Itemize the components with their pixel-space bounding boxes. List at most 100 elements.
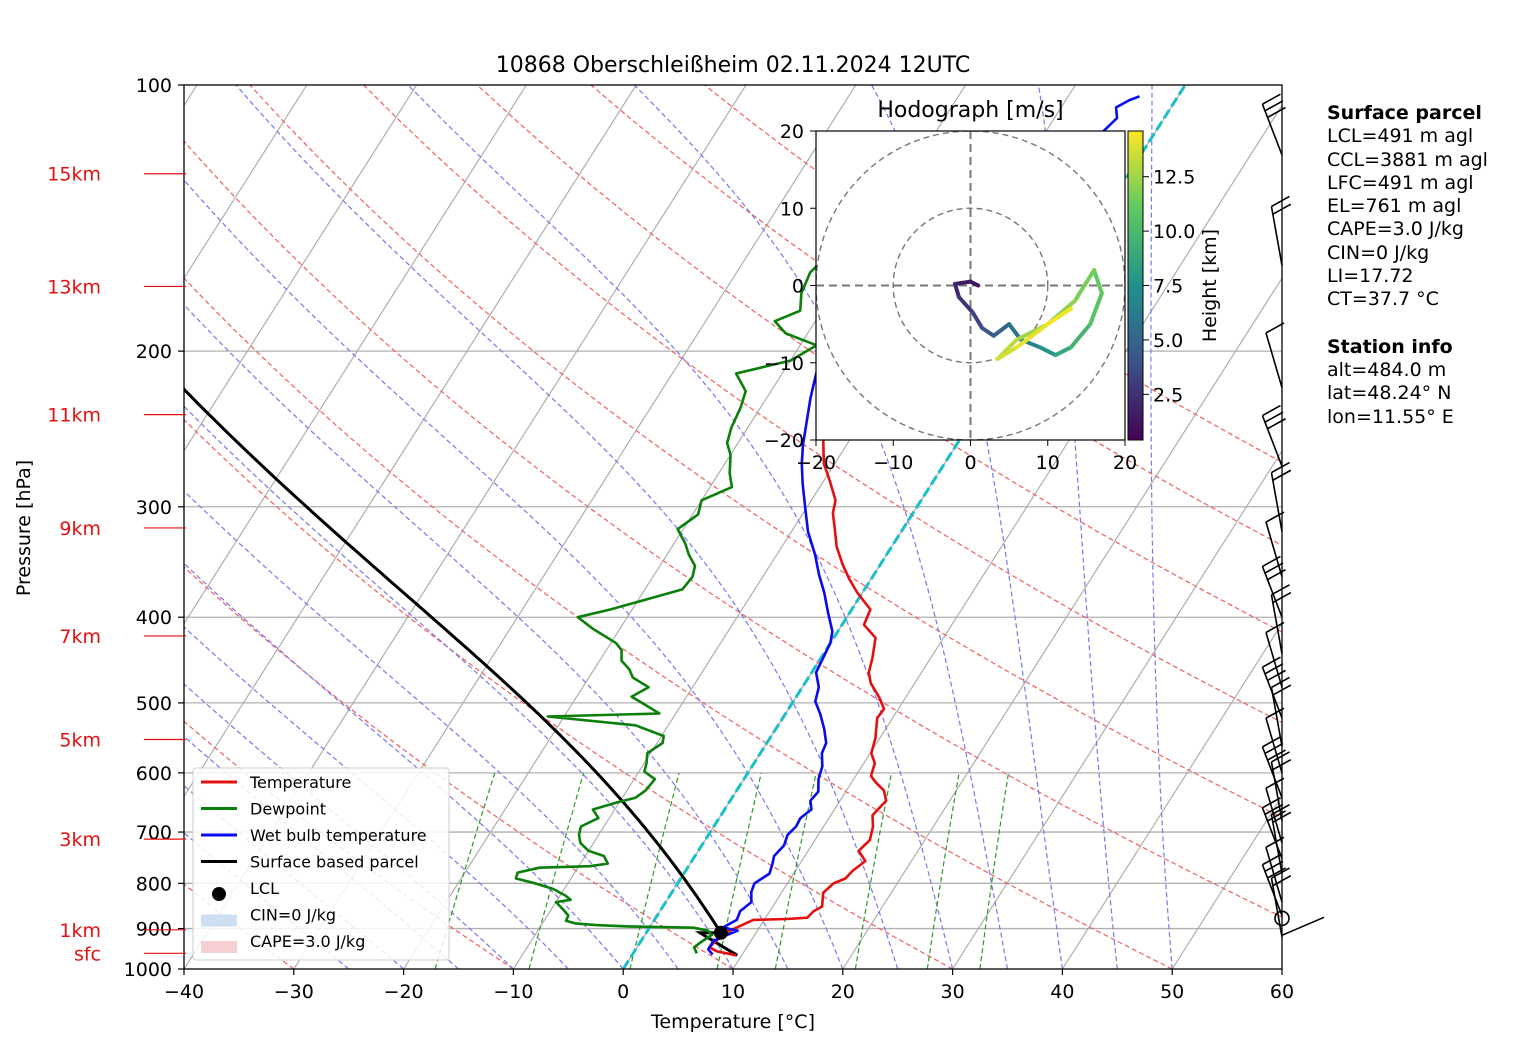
- height-label: 13km: [47, 276, 101, 298]
- x-tick-label: 0: [617, 981, 629, 1003]
- barb-staff: [1261, 103, 1283, 156]
- hodograph-segment: [995, 345, 1019, 361]
- x-tick-label: 50: [1160, 981, 1184, 1003]
- isotherm-line: [1171, 795, 1282, 969]
- wind-barb: [1265, 322, 1285, 388]
- hodograph: Hodograph [m/s] −20 −10 0 10 20 20 10 0 −10 −20 12.…: [764, 98, 1221, 474]
- x-tick-label: −40: [164, 981, 204, 1003]
- hodograph-x-tick-label: 20: [1113, 452, 1137, 474]
- moist-adiabat-line: [184, 626, 569, 969]
- wind-barb: [1265, 621, 1285, 688]
- hodograph-plot: [816, 131, 1125, 440]
- y-tick-label: 200: [136, 341, 172, 363]
- hodograph-y-tick-label: 0: [792, 276, 804, 298]
- x-tick-label: −20: [384, 981, 424, 1003]
- dry-adiabat-line: [184, 418, 953, 969]
- barb-flag: [1265, 707, 1285, 719]
- moist-adiabat-line: [184, 490, 679, 969]
- legend-box: [192, 767, 450, 961]
- colorbar-tick-label: 10.0: [1153, 221, 1195, 243]
- y-tick-label: 300: [136, 497, 172, 519]
- barb-staff: [1265, 632, 1283, 688]
- dry-adiabat-line: [184, 277, 1173, 969]
- hodograph-segment: [1092, 268, 1104, 296]
- chart-title: 10868 Oberschleißheim 02.11.2024 12UTC: [496, 53, 971, 78]
- legend-temperature-label: Temperature: [249, 773, 351, 792]
- x-tick-label: 60: [1270, 981, 1294, 1003]
- barb-flag: [1265, 511, 1285, 523]
- y-tick-label: 1000: [124, 959, 172, 981]
- x-tick-label: −30: [274, 981, 314, 1003]
- barb-staff: [1261, 864, 1283, 916]
- hodograph-y-tick-label: −20: [764, 430, 804, 452]
- hodograph-segment: [953, 279, 973, 286]
- hodograph-segment: [1038, 345, 1058, 358]
- wind-barb: [1270, 195, 1292, 266]
- hodograph-x-tick-label: −10: [873, 452, 913, 474]
- x-tick-label: 20: [831, 981, 855, 1003]
- hodograph-y-tick-label: −10: [764, 353, 804, 375]
- colorbar-tick-label: 2.5: [1153, 384, 1183, 406]
- lfc-value: LFC=491 m agl: [1327, 171, 1474, 194]
- wind-barb: [1265, 707, 1285, 774]
- x-tick-label: −10: [493, 981, 533, 1003]
- hodograph-segment: [1068, 322, 1093, 350]
- y-tick-label: 400: [136, 607, 172, 629]
- latitude-value: lat=48.24° N: [1327, 382, 1452, 405]
- x-tick-label: 30: [941, 981, 965, 1003]
- cape-value: CAPE=3.0 J/kg: [1327, 218, 1464, 241]
- hodograph-segment: [1014, 322, 1050, 350]
- hodograph-y-tick-label: 20: [780, 121, 804, 143]
- isotherm-line: [732, 104, 1282, 969]
- barb-flag: [1262, 854, 1281, 866]
- y-tick-label: 100: [136, 75, 172, 97]
- barb-flag: [1264, 742, 1284, 755]
- barb-flag: [1262, 656, 1281, 668]
- barb-staff: [1265, 787, 1283, 844]
- y-tick-label: 500: [136, 693, 172, 715]
- dry-adiabat-line: [184, 140, 1282, 918]
- legend-lcl-swatch: [212, 887, 226, 901]
- surface-parcel-header: Surface parcel: [1327, 102, 1482, 124]
- y-tick-label: 600: [136, 763, 172, 785]
- barb-staff: [1270, 761, 1283, 822]
- colorbar-tick-label: 5.0: [1153, 330, 1183, 352]
- wind-barb: [1270, 751, 1292, 822]
- barb-flag: [1267, 418, 1286, 430]
- wind-barb: [1265, 511, 1285, 577]
- barb-staff: [1265, 521, 1283, 577]
- ccl-value: CCL=3881 m agl: [1327, 148, 1488, 171]
- isotherm-line: [952, 449, 1282, 969]
- barb-flag: [1267, 867, 1286, 879]
- hodograph-segment: [956, 295, 975, 315]
- barb-flag: [1271, 195, 1290, 208]
- legend: Temperature Dewpoint Wet bulb temperature S…: [192, 767, 450, 961]
- hodograph-background: [816, 131, 1125, 440]
- moist-adiabat-line: [1150, 85, 1173, 969]
- barb-flag: [1271, 751, 1290, 763]
- height-label: 3km: [59, 829, 101, 851]
- temperature-line: [708, 360, 888, 957]
- hodograph-segment: [1088, 291, 1104, 327]
- li-value: LI=17.72: [1327, 265, 1414, 288]
- height-label: sfc: [74, 943, 101, 965]
- legend-wet-bulb-label: Wet bulb temperature: [250, 826, 427, 845]
- barb-flag: [1265, 621, 1285, 634]
- hodograph-segment: [991, 322, 1012, 338]
- colorbar: [1127, 130, 1144, 441]
- x-axis-label: Temperature [°C]: [650, 1011, 815, 1033]
- isotherm-line: [184, 85, 308, 280]
- hodograph-segment: [1053, 345, 1073, 358]
- barb-staff: [1270, 472, 1283, 532]
- altitude-value: alt=484.0 m: [1327, 358, 1447, 381]
- lcl-marker: [713, 925, 728, 940]
- legend-cape-swatch: [201, 941, 237, 953]
- barb-staff: [1270, 206, 1283, 266]
- mixing-ratio-line: [528, 772, 585, 969]
- barb-staff: [1261, 566, 1283, 618]
- x-tick-label: 10: [721, 981, 745, 1003]
- legend-cin-swatch: [201, 914, 237, 927]
- moist-adiabat-line: [184, 562, 624, 969]
- colorbar-tick-label: 12.5: [1153, 167, 1195, 189]
- mixing-ratio-line: [979, 772, 1010, 969]
